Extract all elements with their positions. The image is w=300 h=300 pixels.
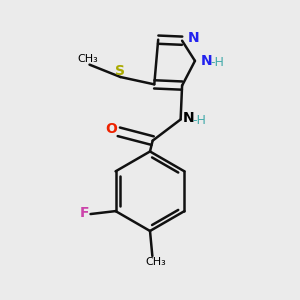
Text: CH₃: CH₃	[78, 54, 98, 64]
Text: N: N	[200, 54, 212, 68]
Text: O: O	[106, 122, 117, 136]
Text: N: N	[188, 31, 199, 45]
Text: N: N	[183, 111, 195, 125]
Text: -H: -H	[210, 56, 224, 69]
Text: -H: -H	[192, 113, 206, 127]
Text: F: F	[79, 206, 89, 220]
Text: S: S	[116, 64, 125, 77]
Text: CH₃: CH₃	[145, 257, 166, 268]
